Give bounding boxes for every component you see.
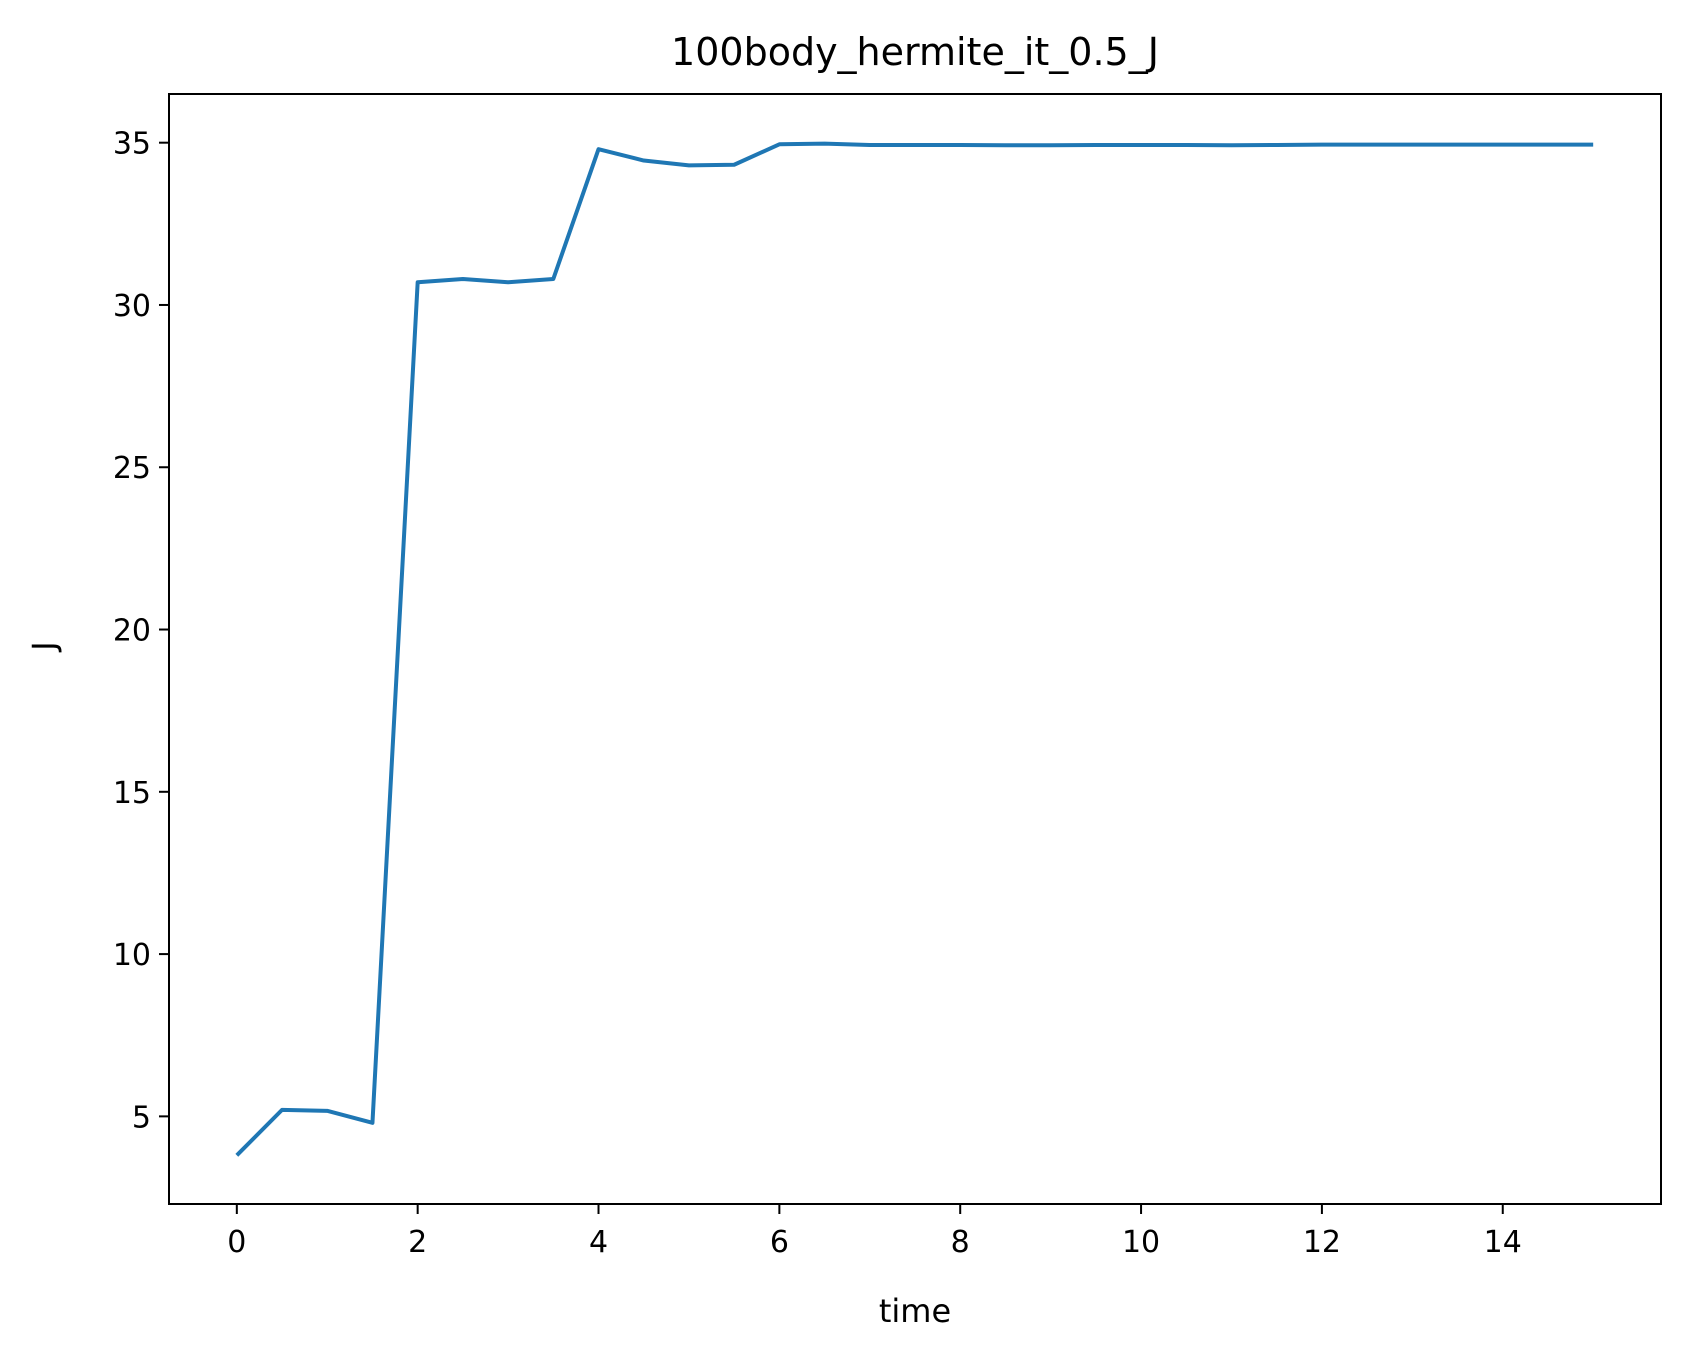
y-axis-label: J bbox=[25, 641, 63, 652]
x-tick-label: 14 bbox=[1484, 1225, 1522, 1260]
y-tick-label: 5 bbox=[132, 1100, 151, 1135]
x-tick-label: 12 bbox=[1303, 1225, 1341, 1260]
ticks-layer: 0 2 4 6 8 10 12 14 5 10 15 20 25 30 35 bbox=[113, 127, 1522, 1260]
chart-title: 100body_hermite_it_0.5_J bbox=[671, 30, 1159, 74]
y-tick-label: 35 bbox=[113, 127, 151, 162]
y-tick-label: 10 bbox=[113, 938, 151, 973]
x-tick-label: 6 bbox=[770, 1225, 789, 1260]
y-tick-label: 15 bbox=[113, 776, 151, 811]
x-tick-label: 4 bbox=[589, 1225, 608, 1260]
series-line bbox=[235, 141, 1594, 1157]
y-tick-label: 25 bbox=[113, 451, 151, 486]
y-tick-label: 20 bbox=[113, 614, 151, 649]
x-tick-label: 0 bbox=[227, 1225, 246, 1260]
x-tick-label: 10 bbox=[1122, 1225, 1160, 1260]
y-tick-label: 30 bbox=[113, 289, 151, 324]
series-layer bbox=[235, 141, 1594, 1157]
x-axis-label: time bbox=[879, 1292, 951, 1330]
x-tick-label: 8 bbox=[951, 1225, 970, 1260]
plot-frame bbox=[168, 93, 1662, 1205]
x-tick-label: 2 bbox=[408, 1225, 427, 1260]
